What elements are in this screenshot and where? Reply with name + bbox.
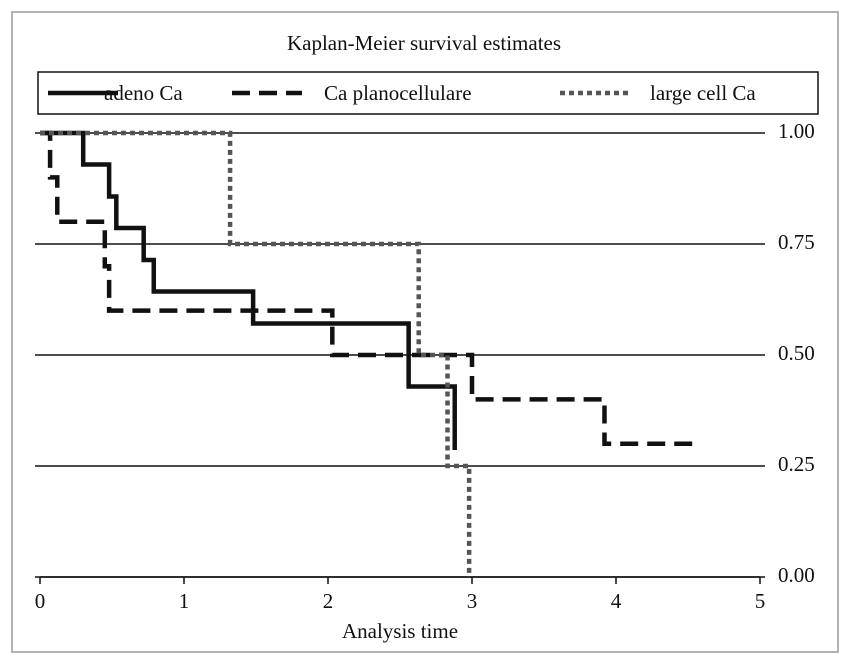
x-tick-label: 0 [35,589,46,613]
x-tick-label: 3 [467,589,478,613]
x-tick-label: 4 [611,589,622,613]
y-tick-label: 0.25 [778,452,815,476]
x-tick-label: 2 [323,589,334,613]
x-tick-label: 1 [179,589,190,613]
x-tick-label: 5 [755,589,766,613]
legend-label: large cell Ca [650,81,756,105]
y-tick-label: 1.00 [778,119,815,143]
survival-line [40,130,472,577]
legend-label: Ca planocellulare [324,81,472,105]
y-tick-label: 0.00 [778,563,815,587]
frame [11,11,839,653]
y-tick-label: 0.75 [778,230,815,254]
survival-line [40,130,699,447]
y-tick-label: 0.50 [778,341,815,365]
legend-label: adeno Ca [104,81,183,105]
legend-box [37,71,819,115]
x-axis-label: Analysis time [342,619,458,643]
survival-line [40,130,457,451]
chart-title: Kaplan-Meier survival estimates [287,31,561,55]
